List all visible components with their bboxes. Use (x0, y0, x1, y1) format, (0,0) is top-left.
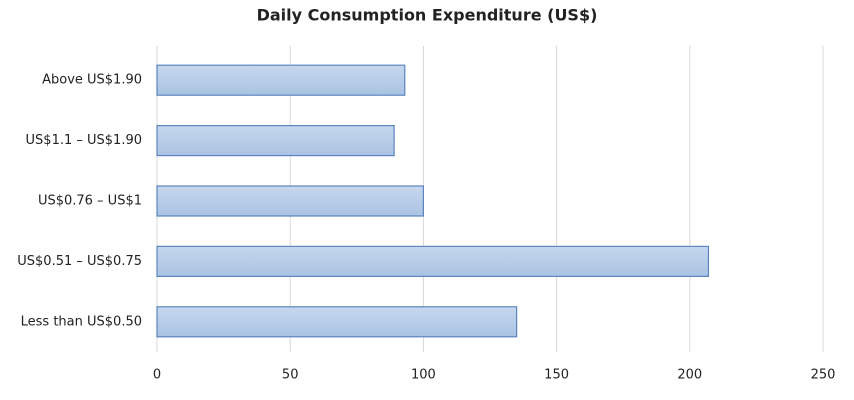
x-tick-label: 250 (811, 368, 836, 383)
bar (156, 124, 395, 157)
x-tick-label: 200 (677, 368, 702, 383)
chart-title: Daily Consumption Expenditure (US$) (257, 6, 598, 25)
bar (156, 185, 424, 217)
bar (156, 306, 518, 338)
x-tick-label: 150 (544, 368, 569, 383)
y-tick-label: US$0.76 – US$1 (38, 194, 142, 209)
y-tick-label: US$1.1 – US$1.90 (26, 133, 142, 148)
y-tick-label: Less than US$0.50 (21, 314, 142, 329)
y-tick-label: US$0.51 – US$0.75 (17, 254, 142, 269)
x-tick-label: 0 (153, 368, 161, 383)
x-tick-label: 50 (282, 368, 299, 383)
bar (156, 64, 406, 96)
y-tick-label: Above US$1.90 (42, 73, 142, 88)
bar (156, 245, 710, 277)
x-tick-label: 100 (411, 368, 436, 383)
